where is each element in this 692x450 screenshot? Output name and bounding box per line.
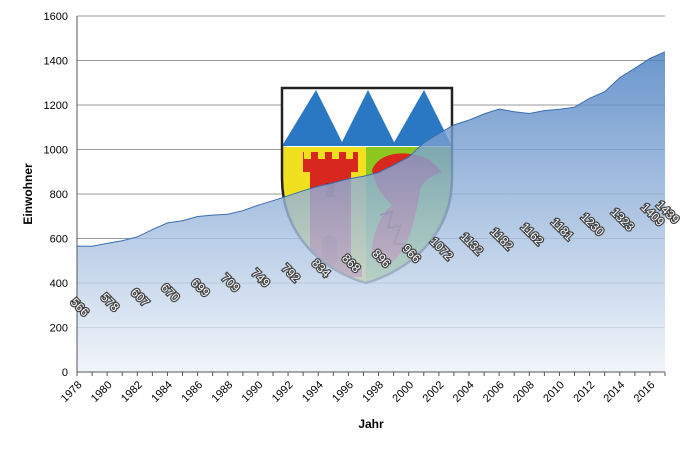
x-tick-label: 2002: [421, 379, 447, 405]
x-tick-label: 2016: [632, 379, 658, 405]
x-tick-label: 1978: [59, 379, 85, 405]
x-tick-label: 1980: [89, 379, 115, 405]
x-tick-label: 1988: [210, 379, 236, 405]
y-tick-label: 0: [62, 367, 68, 379]
area-series-top-line: [76, 51, 666, 247]
x-tick-label: 1982: [119, 379, 145, 405]
x-tick-label: 2010: [541, 379, 567, 405]
x-tick-label: 1990: [240, 379, 266, 405]
x-tick-label: 2006: [481, 379, 507, 405]
x-tick-label: 1996: [330, 379, 356, 405]
y-tick-label: 1200: [44, 100, 68, 112]
x-tick-label: 2004: [451, 379, 477, 405]
x-tick-labels: 1978 1980 1982 1984 1986 1988 1990 1992 1994 1996…: [59, 379, 658, 405]
y-tick-label: 800: [50, 189, 68, 201]
axes: [76, 16, 666, 376]
x-tick-label: 1994: [300, 379, 326, 405]
x-tick-label: 1992: [270, 379, 296, 405]
y-tick-labels: 0 200 400 600 800 1000 1200 1400 1600: [44, 11, 68, 379]
x-tick-label: 1984: [149, 379, 175, 405]
y-tick-label: 200: [50, 323, 68, 335]
x-tick-label: 2014: [602, 379, 628, 405]
x-tick-label: 1998: [360, 379, 386, 405]
y-tick-label: 1600: [44, 11, 68, 23]
x-tick-label: 2000: [390, 379, 416, 405]
y-tick-label: 400: [50, 278, 68, 290]
y-tick-label: 600: [50, 234, 68, 246]
x-axis-title: Jahr: [358, 417, 384, 431]
y-tick-label: 1000: [44, 145, 68, 157]
y-tick-label: 1400: [44, 56, 68, 68]
y-axis-title: Einwohner: [21, 163, 35, 225]
x-tick-label: 2012: [571, 379, 597, 405]
area-series: [77, 51, 665, 373]
x-tick-label: 1986: [179, 379, 205, 405]
x-tick-label: 2008: [511, 379, 537, 405]
